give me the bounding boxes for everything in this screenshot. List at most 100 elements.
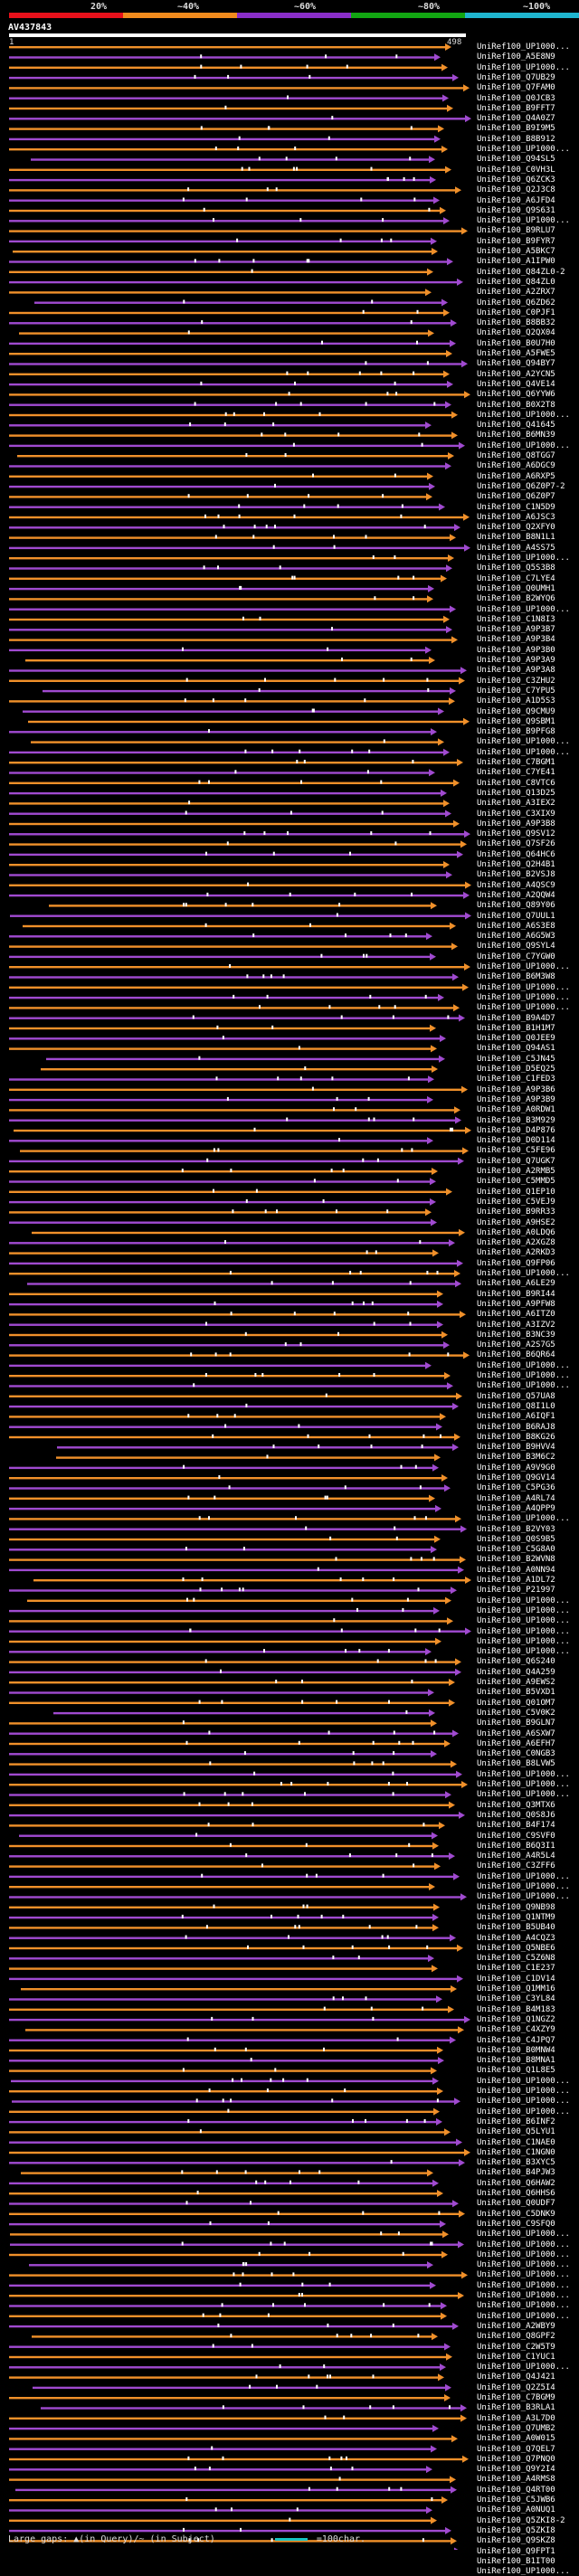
hit-label[interactable]: UniRef100_C5JN45 [477, 1054, 555, 1064]
hit-label[interactable]: UniRef100_UP1000... [477, 2291, 570, 2300]
hit-label[interactable]: UniRef100_A4RMS8 [477, 2475, 555, 2485]
hit-label[interactable]: UniRef100_Q1NGZ2 [477, 2014, 555, 2024]
hit-label[interactable]: UniRef100_B8B912 [477, 134, 555, 144]
hit-label[interactable]: UniRef100_A4RL74 [477, 1493, 555, 1503]
hit-label[interactable]: UniRef100_C1DV14 [477, 1974, 555, 1984]
hit-label[interactable]: UniRef100_A6SXW7 [477, 1728, 555, 1738]
hit-label[interactable]: UniRef100_A4SS75 [477, 543, 555, 553]
hit-label[interactable]: UniRef100_A2YCN5 [477, 369, 555, 379]
hit-label[interactable]: UniRef100_UP1000... [477, 1790, 570, 1800]
hit-label[interactable]: UniRef100_Q2Z5I4 [477, 2382, 555, 2392]
hit-label[interactable]: UniRef100_A3L7D0 [477, 2413, 555, 2423]
hit-label[interactable]: UniRef100_C9SFQ0 [477, 2219, 555, 2229]
hit-label[interactable]: UniRef100_Q4A259 [477, 1667, 555, 1677]
hit-label[interactable]: UniRef100_C3YL84 [477, 1994, 555, 2004]
hit-label[interactable]: UniRef100_A9P3A8 [477, 666, 555, 676]
hit-label[interactable]: UniRef100_B6INF2 [477, 2117, 555, 2126]
hit-label[interactable]: UniRef100_A9P3B8 [477, 819, 555, 829]
hit-label[interactable]: UniRef100_A0LDQ6 [477, 1227, 555, 1237]
hit-label[interactable]: UniRef100_C7BGM1 [477, 758, 555, 767]
hit-label[interactable]: UniRef100_B9I9M5 [477, 124, 555, 134]
hit-label[interactable]: UniRef100_B5VXD1 [477, 1688, 555, 1698]
hit-label[interactable]: UniRef100_UP1000... [477, 2311, 570, 2321]
hit-label[interactable]: UniRef100_Q9CMU9 [477, 706, 555, 716]
hit-label[interactable]: UniRef100_A6EFH7 [477, 1738, 555, 1748]
hit-label[interactable]: UniRef100_Q8GPF2 [477, 2332, 555, 2342]
hit-label[interactable]: UniRef100_Q2QX04 [477, 328, 555, 338]
hit-label[interactable]: UniRef100_UP1000... [477, 2076, 570, 2086]
hit-label[interactable]: UniRef100_C5VEJ9 [477, 1197, 555, 1207]
hit-label[interactable]: UniRef100_A6S3E8 [477, 921, 555, 931]
hit-label[interactable]: UniRef100_Q57UA8 [477, 1391, 555, 1401]
hit-label[interactable]: UniRef100_A4R5L4 [477, 1852, 555, 1861]
hit-label[interactable]: UniRef100_UP1000... [477, 982, 570, 992]
hit-label[interactable]: UniRef100_Q41645 [477, 421, 555, 431]
hit-label[interactable]: UniRef100_Q9SKZ8 [477, 2536, 555, 2546]
hit-label[interactable]: UniRef100_A4QPP9 [477, 1503, 555, 1513]
hit-label[interactable]: UniRef100_Q1L8E5 [477, 2066, 555, 2076]
hit-label[interactable]: UniRef100_Q5S3B8 [477, 564, 555, 573]
hit-label[interactable]: UniRef100_C1E237 [477, 1964, 555, 1974]
hit-label[interactable]: UniRef100_C4XZY9 [477, 2025, 555, 2035]
hit-label[interactable]: UniRef100_Q5ZKI8-2 [477, 2515, 565, 2525]
hit-label[interactable]: UniRef100_UP1000... [477, 1769, 570, 1779]
hit-label[interactable]: UniRef100_UP1000... [477, 2107, 570, 2117]
hit-label[interactable]: UniRef100_Q6ZD62 [477, 298, 555, 308]
hit-label[interactable]: UniRef100_UP1000... [477, 737, 570, 747]
hit-label[interactable]: UniRef100_Q5ZKI8 [477, 2525, 555, 2535]
hit-label[interactable]: UniRef100_A3IZV2 [477, 1320, 555, 1330]
hit-label[interactable]: UniRef100_Q9FPT1 [477, 2546, 555, 2556]
hit-label[interactable]: UniRef100_B3NC39 [477, 1330, 555, 1340]
hit-label[interactable]: UniRef100_Q4J421 [477, 2372, 555, 2382]
hit-label[interactable]: UniRef100_A2S7G5 [477, 1340, 555, 1350]
hit-label[interactable]: UniRef100_A1IPW0 [477, 257, 555, 267]
hit-label[interactable]: UniRef100_UP1000... [477, 1371, 570, 1380]
hit-label[interactable]: UniRef100_C7YGW0 [477, 952, 555, 961]
hit-label[interactable]: UniRef100_Q1EP10 [477, 1187, 555, 1197]
hit-label[interactable]: UniRef100_A9P3A9 [477, 656, 555, 665]
hit-label[interactable]: UniRef100_A1DL72 [477, 1576, 555, 1585]
hit-label[interactable]: UniRef100_UP1000... [477, 2301, 570, 2311]
hit-label[interactable]: UniRef100_Q0UDF7 [477, 2199, 555, 2209]
hit-label[interactable]: UniRef100_A6DGC9 [477, 461, 555, 471]
hit-label[interactable]: UniRef100_B3M6C2 [477, 1453, 555, 1463]
hit-label[interactable]: UniRef100_Q7UUL1 [477, 911, 555, 921]
hit-label[interactable]: UniRef100_A0W015 [477, 2434, 555, 2444]
hit-label[interactable]: UniRef100_A6ITZ0 [477, 1310, 555, 1320]
hit-label[interactable]: UniRef100_Q7UGK7 [477, 1156, 555, 1166]
hit-label[interactable]: UniRef100_Q7UMB2 [477, 2423, 555, 2433]
hit-label[interactable]: UniRef100_Q1NTM9 [477, 1912, 555, 1922]
hit-label[interactable]: UniRef100_C1N8I3 [477, 614, 555, 624]
hit-label[interactable]: UniRef100_UP1000... [477, 2260, 570, 2270]
hit-label[interactable]: UniRef100_UP1000... [477, 1596, 570, 1605]
hit-label[interactable]: UniRef100_B0X2T8 [477, 400, 555, 410]
hit-label[interactable]: UniRef100_C7YPU5 [477, 686, 555, 696]
hit-label[interactable]: UniRef100_Q13D25 [477, 788, 555, 798]
hit-label[interactable]: UniRef100_C9SVF0 [477, 1831, 555, 1841]
hit-label[interactable]: UniRef100_A4QSC9 [477, 880, 555, 890]
hit-label[interactable]: UniRef100_C5FE96 [477, 1146, 555, 1156]
hit-label[interactable]: UniRef100_Q4RT00 [477, 2485, 555, 2495]
hit-label[interactable]: UniRef100_B8LVW5 [477, 1759, 555, 1769]
hit-label[interactable]: UniRef100_B9RI44 [477, 1289, 555, 1299]
hit-label[interactable]: UniRef100_Q6ZCK3 [477, 175, 555, 185]
hit-label[interactable]: UniRef100_UP1000... [477, 1871, 570, 1881]
hit-label[interactable]: UniRef100_Q6YYW6 [477, 390, 555, 400]
hit-label[interactable]: UniRef100_UP1000... [477, 2249, 570, 2259]
hit-label[interactable]: UniRef100_A1D5S3 [477, 696, 555, 706]
hit-label[interactable]: UniRef100_B9FYR7 [477, 236, 555, 246]
hit-label[interactable]: UniRef100_C5JWB6 [477, 2496, 555, 2505]
hit-label[interactable]: UniRef100_UP1000... [477, 747, 570, 757]
hit-label[interactable]: UniRef100_B6RAJ8 [477, 1422, 555, 1432]
hit-label[interactable]: UniRef100_Q7PNQ0 [477, 2454, 555, 2464]
hit-label[interactable]: UniRef100_A9P3B7 [477, 625, 555, 635]
hit-label[interactable]: UniRef100_A9P3B0 [477, 645, 555, 655]
hit-label[interactable]: UniRef100_C5PG36 [477, 1483, 555, 1493]
hit-label[interactable]: UniRef100_P21997 [477, 1586, 555, 1596]
hit-label[interactable]: UniRef100_B9PFG8 [477, 727, 555, 737]
hit-label[interactable]: UniRef100_C4JPQ7 [477, 2035, 555, 2045]
hit-label[interactable]: UniRef100_UP1000... [477, 1360, 570, 1370]
hit-label[interactable]: UniRef100_UP1000... [477, 410, 570, 420]
hit-label[interactable]: UniRef100_Q84ZL0 [477, 277, 555, 287]
hit-label[interactable]: UniRef100_B6MN39 [477, 431, 555, 440]
